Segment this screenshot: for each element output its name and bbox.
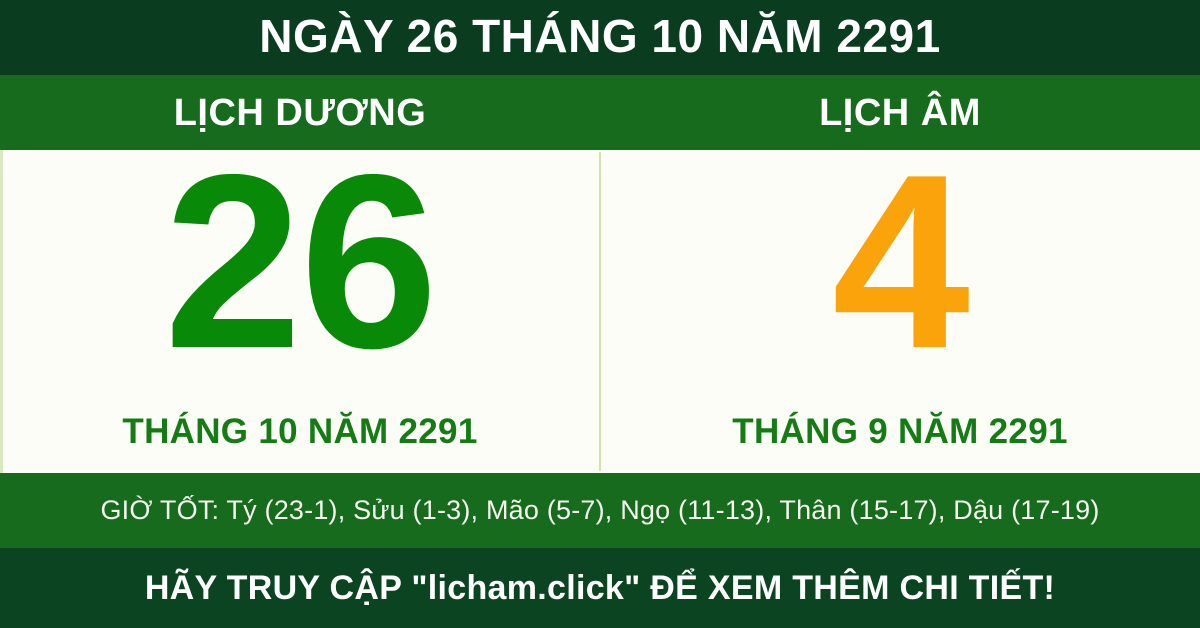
good-hours-text: GIỜ TỐT: Tý (23-1), Sửu (1-3), Mão (5-7)… [100, 495, 1100, 525]
solar-calendar-heading-label: LỊCH DƯƠNG [173, 91, 427, 134]
lunar-day-number: 4 [832, 122, 970, 400]
panel-left-edge-stripe [0, 150, 3, 473]
lunar-month-year-label: THÁNG 9 NĂM 2291 [732, 412, 1068, 451]
page-title: NGÀY 26 THÁNG 10 NĂM 2291 [259, 10, 941, 62]
lunar-date-panel: 4 THÁNG 9 NĂM 2291 [600, 122, 1200, 473]
calendar-type-header: LỊCH DƯƠNG LỊCH ÂM [0, 75, 1200, 150]
solar-date-panel: 26 THÁNG 10 NĂM 2291 [0, 122, 600, 473]
footer-cta-bar: HÃY TRUY CẬP "licham.click" ĐỂ XEM THÊM … [0, 548, 1200, 628]
solar-calendar-heading: LỊCH DƯƠNG [0, 75, 600, 150]
lunar-calendar-heading-label: LỊCH ÂM [819, 91, 981, 134]
good-hours-band: GIỜ TỐT: Tý (23-1), Sửu (1-3), Mão (5-7)… [0, 473, 1200, 548]
solar-day-number: 26 [164, 122, 438, 400]
panel-vertical-divider [599, 152, 601, 471]
footer-cta-text: HÃY TRUY CẬP "licham.click" ĐỂ XEM THÊM … [144, 569, 1056, 607]
date-title-bar: NGÀY 26 THÁNG 10 NĂM 2291 [0, 0, 1200, 75]
solar-month-year-label: THÁNG 10 NĂM 2291 [122, 412, 478, 451]
lunar-calendar-heading: LỊCH ÂM [600, 75, 1200, 150]
